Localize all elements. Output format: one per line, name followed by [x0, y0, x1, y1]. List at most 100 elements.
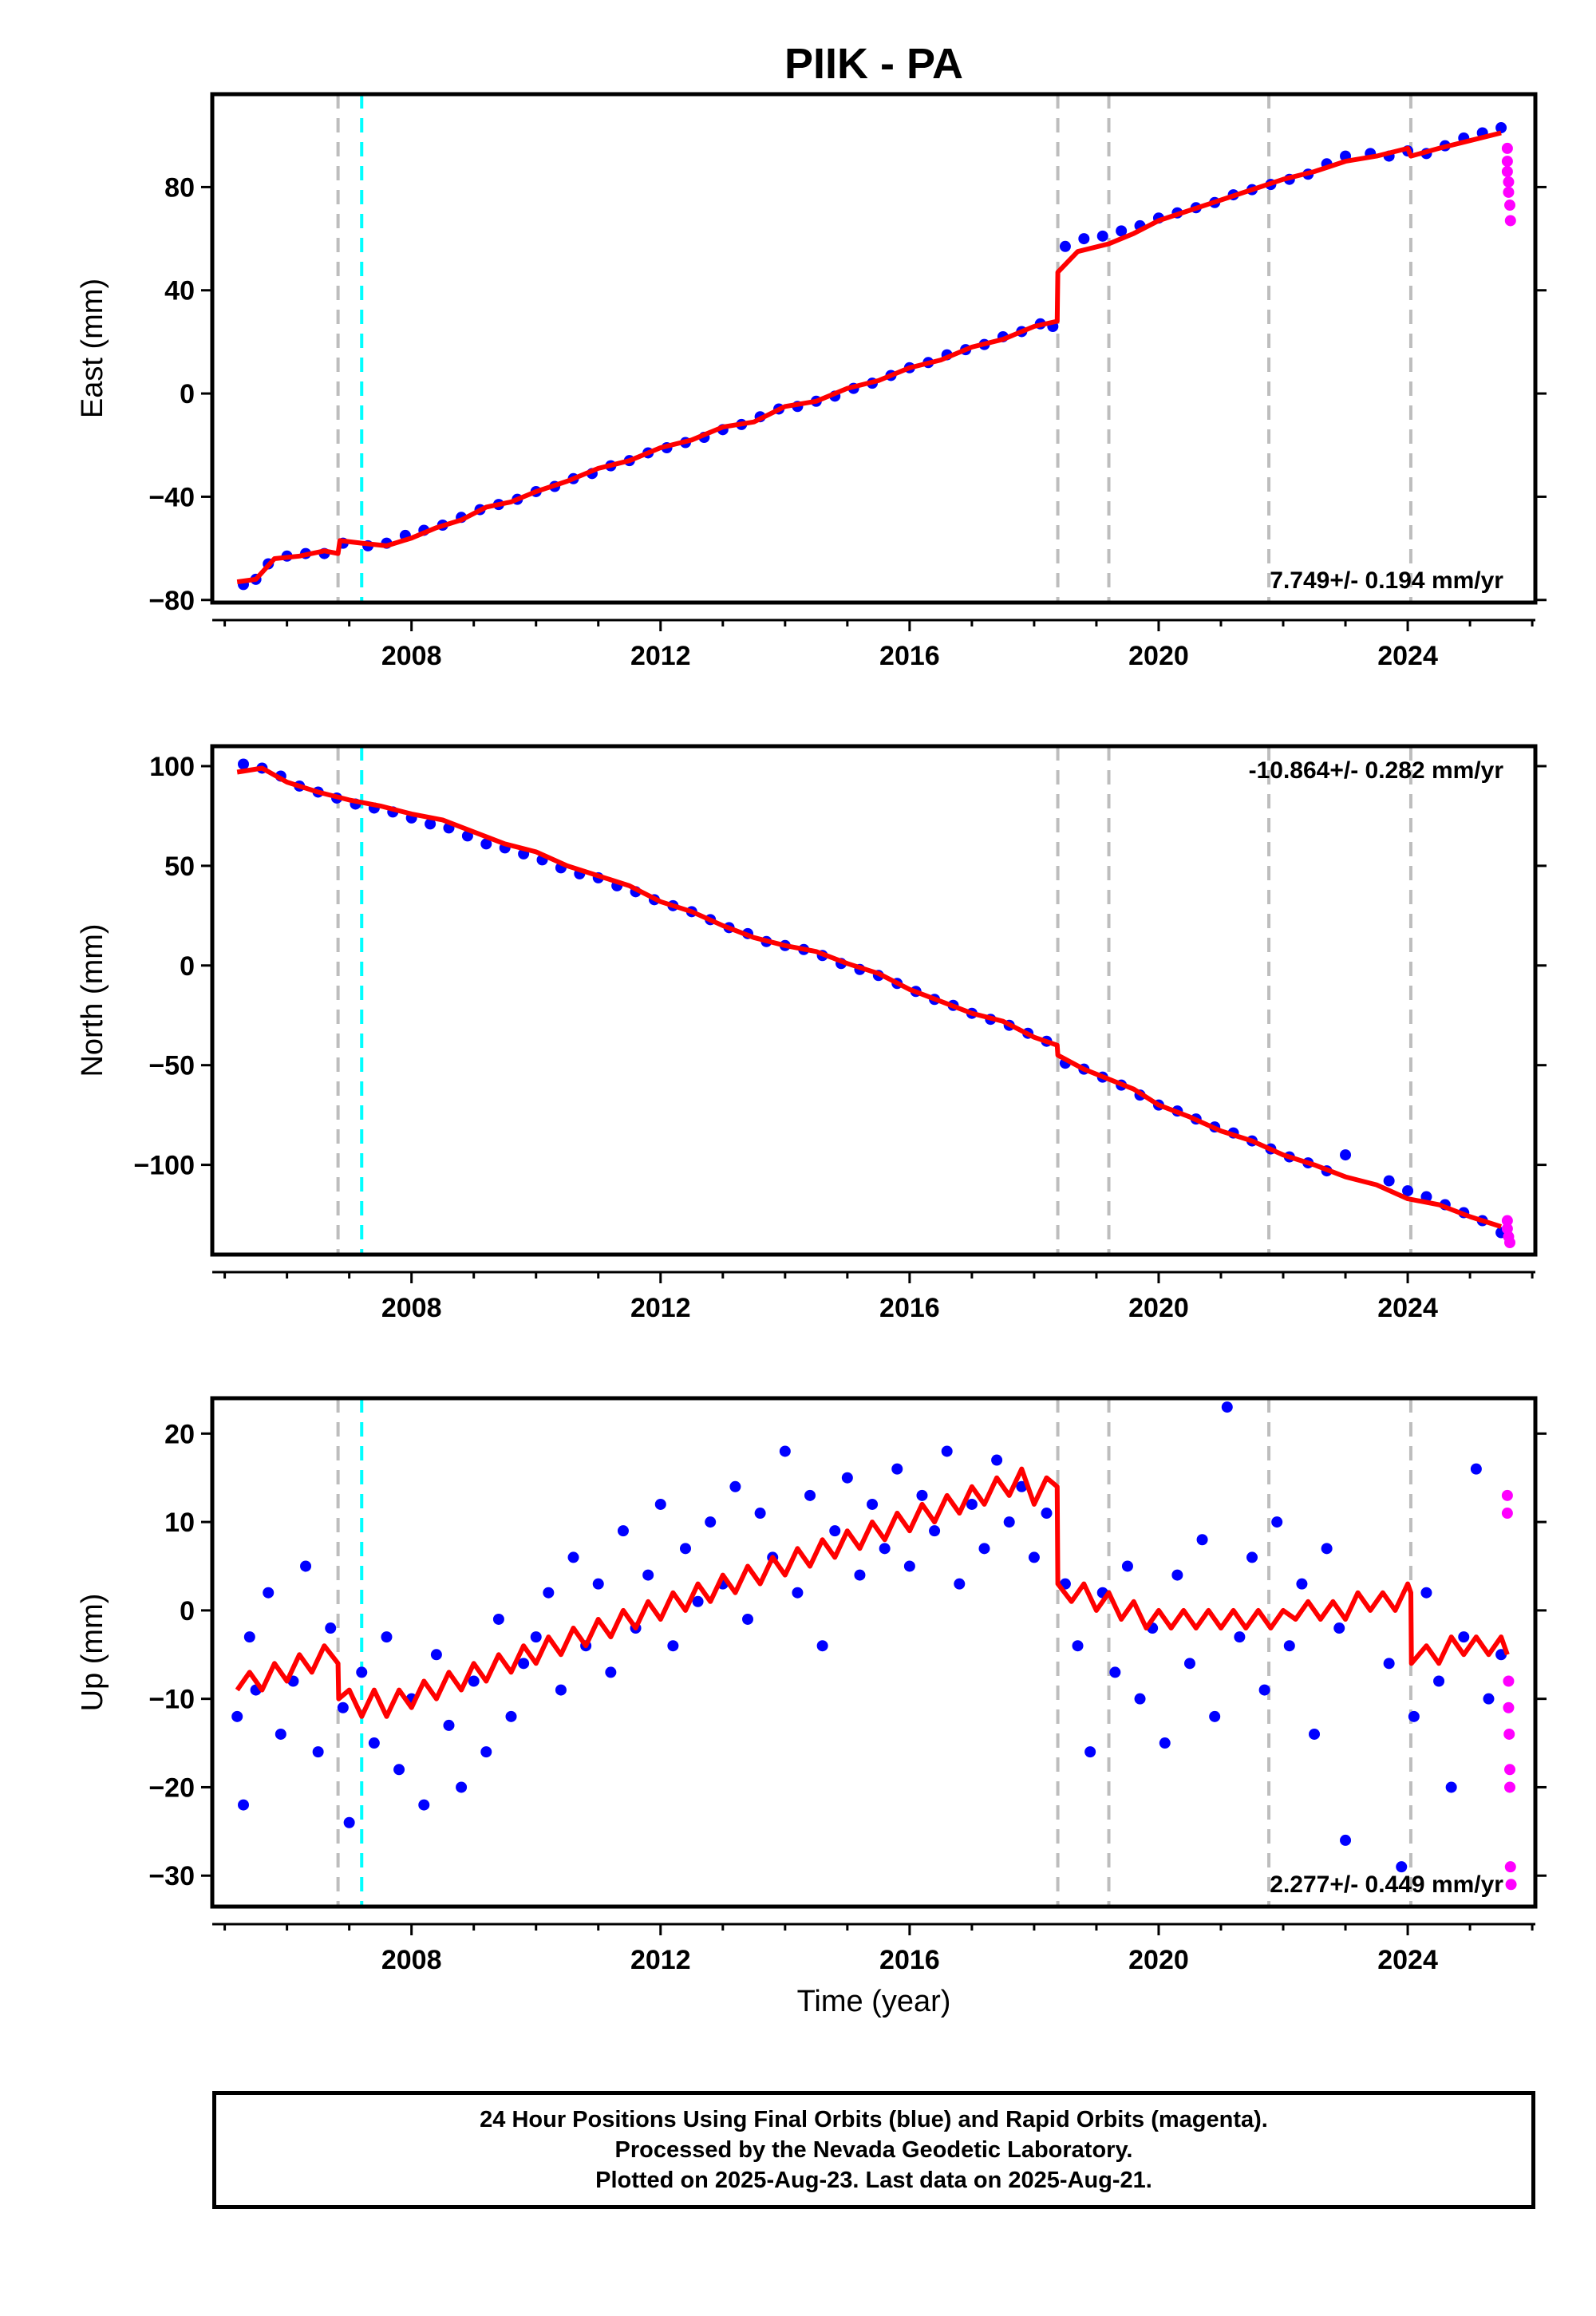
rapid-orbit-point [1501, 166, 1513, 178]
final-orbit-point [492, 1613, 504, 1625]
final-orbit-point [243, 1631, 255, 1643]
rapid-orbit-point [1501, 142, 1513, 154]
final-orbit-point [1116, 225, 1128, 237]
final-orbit-point [792, 1587, 804, 1599]
y-tick-label: 0 [180, 951, 195, 982]
final-orbit-point [418, 1799, 430, 1811]
y-tick-label: 50 [164, 852, 195, 882]
panel-3: −30 −20 −10 0 10 20 2008 2012 2016 2020 2024 Up (mm… [76, 1396, 1547, 1975]
plot-frame [210, 1396, 1538, 1909]
final-orbit-point [430, 1649, 442, 1661]
model-fit-line [235, 1466, 1510, 1719]
final-orbit-point [1283, 1640, 1295, 1652]
velocity-rate-label: 7.749+/- 0.194 mm/yr [1270, 567, 1503, 594]
rapid-orbit-point [1501, 1215, 1513, 1227]
final-orbit-point [1096, 230, 1108, 242]
rapid-orbit-point [1501, 1489, 1513, 1501]
rapid-orbit-point [1503, 1701, 1515, 1713]
velocity-rate-label: 2.277+/- 0.449 mm/yr [1270, 1871, 1503, 1898]
final-orbit-point [978, 1543, 990, 1555]
final-orbit-point [991, 1454, 1003, 1466]
final-orbit-point [1084, 1746, 1096, 1758]
x-tick-label: 2016 [879, 641, 940, 671]
panels-group: −80 −40 0 40 80 2008 2012 2016 2020 2024 East (mm)… [76, 92, 1547, 1975]
final-orbit-point [1271, 1516, 1283, 1528]
y-axis-title: Up (mm) [76, 1594, 109, 1712]
y-axis-title: East (mm) [76, 279, 109, 418]
rapid-orbit-point [1504, 1781, 1516, 1793]
final-orbit-point [1495, 122, 1507, 134]
x-tick-label: 2016 [879, 1293, 940, 1323]
final-orbit-point [903, 1560, 915, 1572]
y-tick-label: 80 [164, 172, 195, 203]
y-tick-label: −40 [148, 482, 195, 512]
model-fit-line [236, 130, 1502, 585]
panel-2: −100 −50 0 50 100 2008 2012 2016 2020 2024 North (… [76, 744, 1547, 1323]
final-orbit-point [468, 1675, 480, 1687]
rapid-orbit-point [1503, 1728, 1515, 1740]
y-tick-label: −10 [148, 1685, 195, 1715]
final-orbit-point [505, 1710, 517, 1722]
final-orbit-point [1333, 1622, 1345, 1634]
final-orbit-point [1296, 1578, 1308, 1590]
rapid-orbit-point [1504, 200, 1516, 211]
final-orbit-point [729, 1480, 741, 1492]
y-axis-title: North (mm) [76, 923, 109, 1077]
final-orbit-point [456, 1781, 468, 1793]
y-tick-label: 40 [164, 276, 195, 306]
final-orbit-point [356, 1666, 368, 1678]
final-orbit-point [238, 758, 250, 770]
x-tick-label: 2016 [879, 1945, 940, 1975]
final-orbit-point [1121, 1560, 1133, 1572]
rapid-orbit-point [1503, 176, 1515, 188]
final-orbit-point [592, 1578, 604, 1590]
y-tick-label: 100 [149, 752, 195, 782]
x-tick-label: 2024 [1377, 1945, 1438, 1975]
y-tick-label: 0 [180, 379, 195, 409]
final-orbit-point [941, 1445, 953, 1457]
x-tick-label: 2020 [1128, 1293, 1189, 1323]
final-orbit-point [1458, 1631, 1470, 1643]
rapid-orbit-point [1503, 186, 1515, 198]
final-orbit-point [705, 1516, 717, 1528]
final-orbit-point [1340, 1149, 1352, 1161]
y-tick-label: −100 [133, 1151, 195, 1181]
final-orbit-point [343, 1816, 355, 1828]
final-orbit-point [1059, 240, 1071, 252]
final-orbit-point [312, 1746, 324, 1758]
plot-frame [210, 92, 1538, 605]
final-orbit-point [368, 1737, 380, 1749]
final-orbit-point [879, 1543, 891, 1555]
final-orbit-point [567, 1551, 579, 1563]
y-tick-label: 10 [164, 1508, 195, 1538]
model-fit-line [236, 765, 1503, 1229]
final-orbit-point [480, 838, 492, 850]
final-orbit-point [1408, 1710, 1420, 1722]
data-layer [236, 94, 1516, 603]
final-orbit-point [555, 1684, 567, 1696]
final-orbit-point [1420, 1587, 1432, 1599]
final-orbit-point [1383, 1175, 1395, 1187]
final-orbit-point [1445, 1781, 1457, 1793]
final-orbit-point [443, 1719, 455, 1731]
final-orbit-point [275, 1728, 286, 1740]
footer-line-3: Plotted on 2025-Aug-23. Last data on 202… [595, 2168, 1152, 2193]
x-tick-label: 2024 [1377, 1293, 1438, 1323]
x-tick-label: 2012 [630, 1293, 691, 1323]
final-orbit-point [1209, 1710, 1221, 1722]
final-orbit-point [891, 1463, 903, 1475]
final-orbit-point [337, 1701, 349, 1713]
velocity-rate-label: -10.864+/- 0.282 mm/yr [1249, 757, 1504, 784]
final-orbit-point [954, 1578, 966, 1590]
rapid-orbit-point [1501, 156, 1513, 168]
y-tick-label: 0 [180, 1596, 195, 1626]
final-orbit-point [530, 1631, 542, 1643]
final-orbit-point [605, 1666, 617, 1678]
final-orbit-point [1134, 1693, 1146, 1705]
final-orbit-point [480, 1746, 492, 1758]
data-layer [231, 1398, 1517, 1907]
final-orbit-point [263, 1587, 275, 1599]
x-tick-label: 2008 [381, 641, 442, 671]
final-orbit-point [779, 1445, 791, 1457]
footer-line-1: 24 Hour Positions Using Final Orbits (bl… [480, 2107, 1268, 2132]
